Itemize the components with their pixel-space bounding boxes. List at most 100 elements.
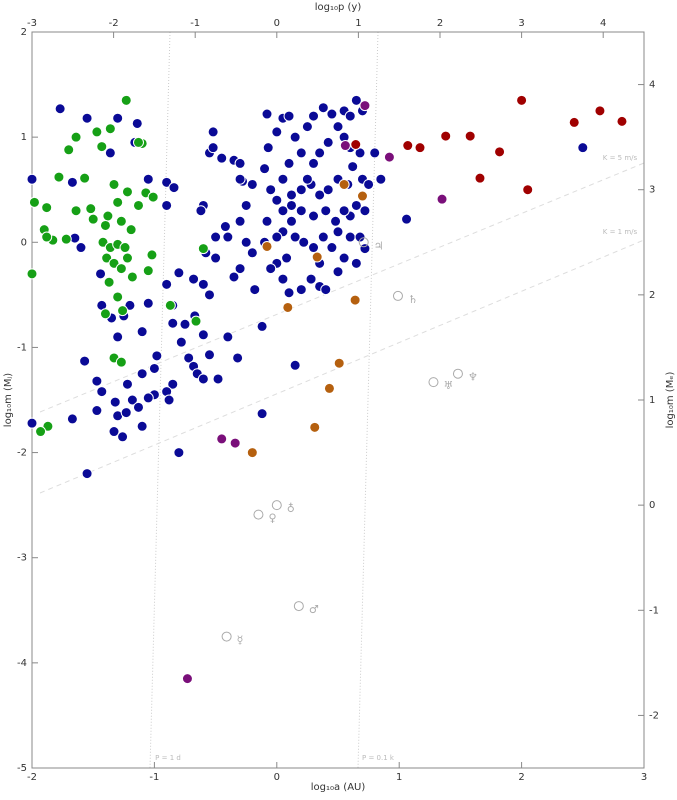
data-point bbox=[261, 240, 273, 252]
x-axis-label: log₁₀a (AU) bbox=[311, 782, 366, 793]
data-point bbox=[320, 284, 332, 296]
data-point bbox=[203, 349, 215, 361]
data-point bbox=[314, 189, 326, 201]
data-point bbox=[210, 231, 222, 243]
x-tick-label: -2 bbox=[27, 772, 37, 783]
x2-tick-label: -2 bbox=[109, 18, 119, 29]
data-point bbox=[120, 94, 132, 106]
x2-tick-label: 3 bbox=[518, 18, 524, 29]
data-point bbox=[338, 252, 350, 264]
planet-symbol: ♀ bbox=[268, 512, 276, 525]
data-point bbox=[136, 420, 148, 432]
data-point bbox=[188, 273, 200, 285]
data-point bbox=[70, 205, 82, 217]
y2-tick-label: 2 bbox=[649, 290, 655, 301]
data-point bbox=[301, 173, 313, 185]
annotation: K = 1 m/s bbox=[603, 228, 638, 236]
solar-planet bbox=[358, 237, 369, 248]
data-point bbox=[81, 112, 93, 124]
data-point bbox=[281, 252, 293, 264]
data-point bbox=[261, 108, 273, 120]
data-point bbox=[125, 224, 137, 236]
data-point bbox=[104, 147, 116, 159]
data-point bbox=[142, 392, 154, 404]
data-point bbox=[323, 382, 335, 394]
data-point bbox=[414, 142, 426, 154]
data-point bbox=[115, 215, 127, 227]
data-point bbox=[494, 146, 506, 158]
data-point bbox=[112, 291, 124, 303]
x-tick-label: -1 bbox=[149, 772, 159, 783]
data-point bbox=[109, 396, 121, 408]
data-point bbox=[240, 199, 252, 211]
data-point bbox=[338, 205, 350, 217]
data-point bbox=[616, 115, 628, 127]
data-point bbox=[577, 142, 589, 154]
y2-tick-label: 1 bbox=[649, 395, 655, 406]
data-point bbox=[350, 199, 362, 211]
data-point bbox=[146, 249, 158, 261]
data-point bbox=[289, 131, 301, 143]
planet-symbol: ♆ bbox=[468, 371, 478, 384]
data-point bbox=[271, 126, 283, 138]
data-point bbox=[70, 131, 82, 143]
planet-symbol: ♂ bbox=[309, 603, 319, 616]
data-point bbox=[190, 315, 202, 327]
data-point bbox=[308, 210, 320, 222]
data-point bbox=[167, 378, 179, 390]
data-point bbox=[117, 305, 129, 317]
data-point bbox=[126, 394, 138, 406]
data-point bbox=[136, 326, 148, 338]
data-point bbox=[246, 447, 258, 459]
data-point bbox=[104, 123, 116, 135]
data-point bbox=[277, 173, 289, 185]
data-point bbox=[383, 151, 395, 163]
data-point bbox=[179, 318, 191, 330]
x2-tick-label: 2 bbox=[437, 18, 443, 29]
data-point bbox=[147, 191, 159, 203]
x-tick-label: 2 bbox=[518, 772, 524, 783]
data-point bbox=[317, 231, 329, 243]
data-point bbox=[285, 189, 297, 201]
data-point bbox=[203, 289, 215, 301]
data-point bbox=[112, 196, 124, 208]
data-point bbox=[79, 355, 91, 367]
y-tick-label: -2 bbox=[17, 448, 27, 459]
data-point bbox=[197, 243, 209, 255]
data-point bbox=[229, 437, 241, 449]
data-point bbox=[232, 352, 244, 364]
data-point bbox=[464, 130, 476, 142]
data-point bbox=[375, 173, 387, 185]
data-point bbox=[402, 140, 414, 152]
x-tick-label: 3 bbox=[641, 772, 647, 783]
data-point bbox=[262, 142, 274, 154]
data-point bbox=[594, 105, 606, 117]
data-point bbox=[320, 205, 332, 217]
data-point bbox=[142, 297, 154, 309]
data-point bbox=[91, 405, 103, 417]
x2-tick-label: 4 bbox=[600, 18, 606, 29]
data-point bbox=[181, 673, 193, 685]
data-point bbox=[249, 284, 261, 296]
plot-frame bbox=[31, 31, 645, 769]
data-point bbox=[35, 426, 47, 438]
data-point bbox=[344, 110, 356, 122]
data-point bbox=[26, 173, 38, 185]
data-point bbox=[234, 263, 246, 275]
data-point bbox=[271, 194, 283, 206]
data-point bbox=[256, 320, 268, 332]
data-point bbox=[298, 236, 310, 248]
data-point bbox=[28, 196, 40, 208]
annotation: K = 5 m/s bbox=[603, 154, 638, 162]
data-point bbox=[212, 373, 224, 385]
data-point bbox=[350, 139, 362, 151]
x2-tick-label: -1 bbox=[190, 18, 200, 29]
data-point bbox=[283, 157, 295, 169]
data-point bbox=[42, 420, 54, 432]
data-point bbox=[259, 163, 271, 175]
data-point bbox=[102, 210, 114, 222]
data-point bbox=[115, 356, 127, 368]
data-point bbox=[359, 243, 371, 255]
data-point bbox=[99, 308, 111, 320]
data-point bbox=[112, 112, 124, 124]
